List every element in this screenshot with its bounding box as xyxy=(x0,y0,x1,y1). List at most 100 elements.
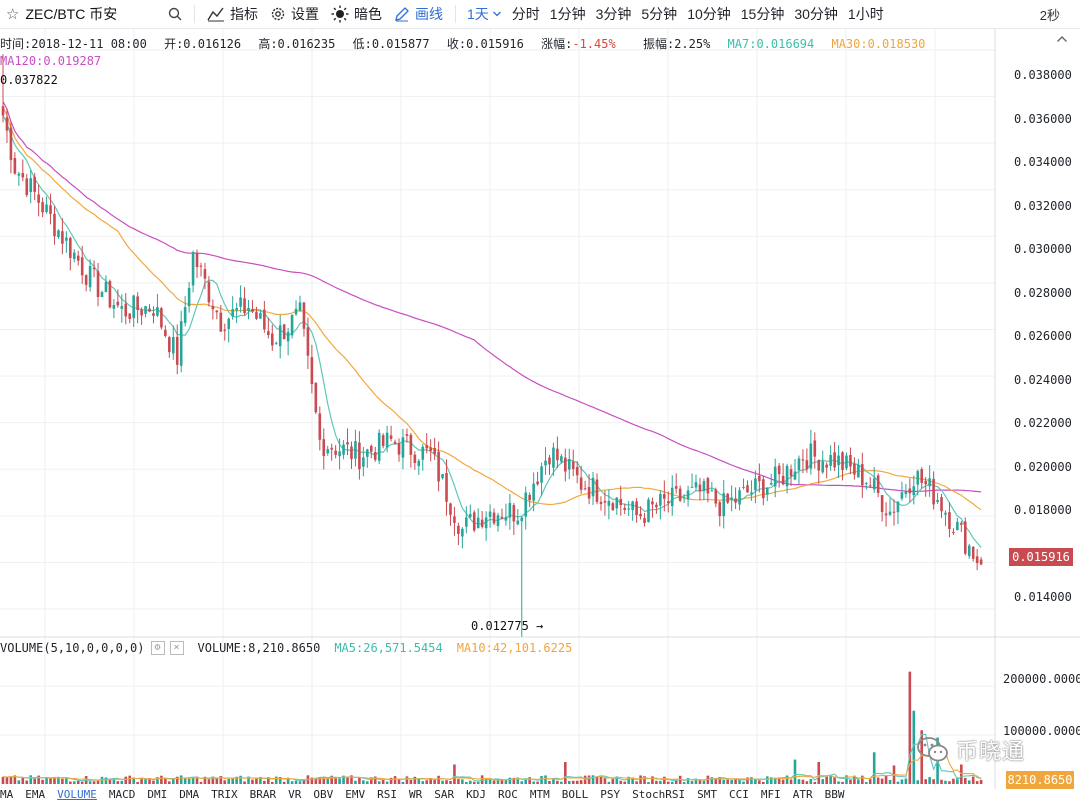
volume-bar xyxy=(678,775,682,784)
indicator-tab-atr[interactable]: ATR xyxy=(792,789,813,801)
indicator-tab-mfi[interactable]: MFI xyxy=(760,789,781,801)
candle-body xyxy=(488,511,492,517)
indicator-tab-cci[interactable]: CCI xyxy=(728,789,749,801)
indicator-tab-ema[interactable]: EMA xyxy=(25,789,46,801)
interval-30min[interactable]: 30分钟 xyxy=(789,0,843,28)
volume-info-row: VOLUME(5,10,0,0,0,0) ⚙ × VOLUME:8,210.86… xyxy=(0,641,586,655)
info-close: 收:0.015916 xyxy=(446,37,524,51)
volume-bar xyxy=(80,781,84,784)
volume-bar xyxy=(694,778,698,784)
draw-button[interactable]: 画线 xyxy=(388,0,449,28)
candle-body xyxy=(298,302,302,311)
indicator-tab-obv[interactable]: OBV xyxy=(313,789,334,801)
volume-bar xyxy=(472,781,476,784)
candle-body xyxy=(813,440,817,457)
candle-body xyxy=(223,329,227,331)
candle-body xyxy=(286,331,290,342)
candle-body xyxy=(330,447,333,450)
indicator-tab-dmi[interactable]: DMI xyxy=(147,789,168,801)
last-price-badge: 0.015916 xyxy=(1009,548,1073,566)
interval-1min[interactable]: 1分钟 xyxy=(545,0,591,28)
collapse-button[interactable] xyxy=(1056,30,1068,46)
volume-bar xyxy=(112,778,116,784)
indicator-tab-roc[interactable]: ROC xyxy=(498,789,518,801)
interval-timeline[interactable]: 分时 xyxy=(507,0,545,28)
interval-label: 30分钟 xyxy=(794,6,838,22)
candle-body xyxy=(100,292,104,298)
volume-bar xyxy=(124,776,128,784)
dark-mode-button[interactable]: 暗色 xyxy=(325,0,388,28)
volume-bar xyxy=(457,779,460,784)
volume-bar xyxy=(393,776,397,784)
candle-body xyxy=(484,517,488,529)
indicator-tab-stochrsi[interactable]: StochRSI xyxy=(632,789,686,801)
interval-3min[interactable]: 3分钟 xyxy=(591,0,637,28)
indicator-tab-emv[interactable]: EMV xyxy=(345,789,366,801)
candle-body xyxy=(152,313,155,316)
volume-bar xyxy=(765,776,769,784)
settings-button[interactable]: 设置 xyxy=(264,0,325,28)
candle-body xyxy=(433,447,436,455)
indicator-tab-brar[interactable]: BRAR xyxy=(249,789,277,801)
price-tick: 0.032000 xyxy=(1014,199,1072,213)
candle-body xyxy=(825,464,828,468)
volume-bar xyxy=(734,778,737,784)
indicator-tab-dma[interactable]: DMA xyxy=(179,789,200,801)
indicator-tab-sar[interactable]: SAR xyxy=(434,789,455,801)
settings-label: 设置 xyxy=(291,6,319,22)
volume-close-icon[interactable]: × xyxy=(169,641,184,655)
volume-bar xyxy=(944,780,947,784)
interval-15min[interactable]: 15分钟 xyxy=(736,0,790,28)
volume-bar xyxy=(385,781,389,784)
candle-body xyxy=(88,265,92,288)
volume-tick: 200000.0000 xyxy=(1003,672,1080,686)
indicator-tab-boll[interactable]: BOLL xyxy=(561,789,589,801)
favorite-star-icon[interactable]: ☆ xyxy=(6,6,20,23)
indicator-tab-smt[interactable]: SMT xyxy=(697,789,717,801)
indicator-tab-ma[interactable]: MA xyxy=(0,789,14,801)
indicator-tab-macd[interactable]: MACD xyxy=(108,789,136,801)
indicator-tab-trix[interactable]: TRIX xyxy=(211,789,238,801)
volume-bar xyxy=(552,778,555,784)
interval-5min[interactable]: 5分钟 xyxy=(636,0,682,28)
indicator-tab-volume[interactable]: VOLUME xyxy=(57,789,97,801)
volume-settings-icon[interactable]: ⚙ xyxy=(150,641,165,655)
indicator-tab-wr[interactable]: WR xyxy=(409,789,423,801)
indicator-tab-kdj[interactable]: KDJ xyxy=(466,789,486,801)
volume-bar xyxy=(722,779,726,784)
candle-body xyxy=(496,515,500,527)
volume-bar xyxy=(413,776,417,784)
indicator-tab-vr[interactable]: VR xyxy=(288,789,302,801)
interval-dropdown[interactable]: 1天 xyxy=(462,0,507,28)
refresh-rate[interactable]: 2秒 xyxy=(1039,7,1060,23)
volume-bar xyxy=(290,781,294,784)
candle-body xyxy=(92,267,96,270)
volume-bar xyxy=(643,776,646,784)
volume-bar xyxy=(619,780,623,784)
interval-10min[interactable]: 10分钟 xyxy=(682,0,736,28)
candle-body xyxy=(698,484,702,492)
search-button[interactable] xyxy=(162,0,188,28)
volume-bar xyxy=(421,781,425,784)
indicators-label: 指标 xyxy=(230,6,258,22)
candle-body xyxy=(829,454,832,466)
candle-body xyxy=(49,205,52,214)
indicator-tab-mtm[interactable]: MTM xyxy=(529,789,550,801)
candle-body xyxy=(80,257,84,276)
candle-body xyxy=(773,466,777,487)
volume-tick: 100000.0000 xyxy=(1003,724,1080,738)
candle-body xyxy=(758,475,761,482)
indicator-tab-psy[interactable]: PSY xyxy=(600,789,621,801)
price-tick: 0.026000 xyxy=(1014,329,1072,343)
volume-bar xyxy=(556,780,559,784)
volume-bar xyxy=(876,777,880,784)
volume-bar xyxy=(183,777,187,784)
candle-body xyxy=(358,442,361,470)
indicator-tab-bbw[interactable]: BBW xyxy=(824,789,845,801)
indicators-button[interactable]: 指标 xyxy=(201,0,264,28)
indicator-tab-rsi[interactable]: RSI xyxy=(377,789,397,801)
toolbar-divider xyxy=(194,5,195,23)
interval-1hour[interactable]: 1小时 xyxy=(843,0,889,28)
symbol-selector[interactable]: ☆ ZEC/BTC 币安 xyxy=(0,0,162,28)
